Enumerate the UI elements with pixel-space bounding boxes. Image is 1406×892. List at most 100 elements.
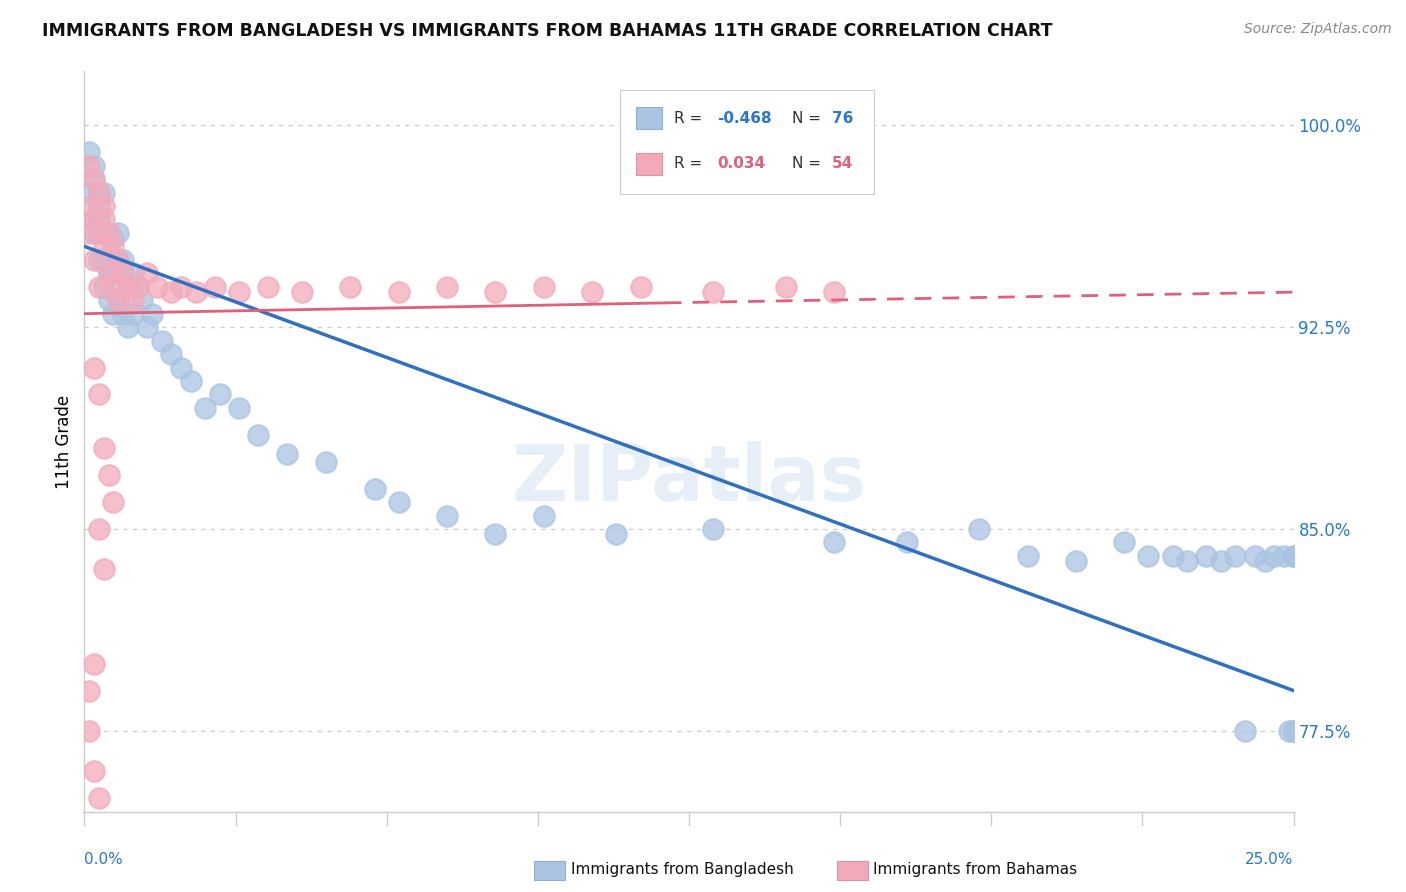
Point: [160, 285, 183, 299]
Point: [1282, 723, 1305, 738]
Point: [388, 495, 411, 509]
Point: [87, 186, 110, 200]
Text: Source: ZipAtlas.com: Source: ZipAtlas.com: [1244, 22, 1392, 37]
Point: [702, 522, 724, 536]
Point: [83, 172, 105, 186]
Text: 0.034: 0.034: [717, 156, 765, 171]
Point: [170, 360, 193, 375]
Point: [97, 266, 120, 280]
Point: [103, 266, 125, 280]
Point: [121, 307, 143, 321]
Point: [93, 186, 115, 200]
Point: [702, 285, 724, 299]
Point: [87, 791, 110, 805]
Point: [103, 279, 125, 293]
Point: [1272, 549, 1295, 563]
Point: [83, 212, 105, 227]
Point: [97, 266, 120, 280]
Point: [136, 266, 159, 280]
Point: [823, 285, 845, 299]
Point: [1137, 549, 1160, 563]
Point: [127, 279, 149, 293]
Point: [1282, 723, 1305, 738]
Point: [208, 387, 231, 401]
Point: [93, 818, 115, 832]
Point: [141, 307, 163, 321]
Point: [967, 522, 990, 536]
Point: [436, 279, 458, 293]
Text: Immigrants from Bahamas: Immigrants from Bahamas: [873, 863, 1077, 877]
Point: [117, 320, 139, 334]
Point: [533, 508, 555, 523]
Point: [97, 293, 120, 308]
Text: 0.0%: 0.0%: [84, 853, 124, 867]
Point: [77, 145, 100, 160]
Point: [291, 285, 314, 299]
Point: [146, 279, 169, 293]
Point: [150, 334, 173, 348]
Point: [630, 279, 652, 293]
Point: [83, 764, 105, 779]
Text: 76: 76: [831, 111, 853, 126]
Point: [107, 252, 129, 267]
Point: [103, 307, 125, 321]
Point: [103, 239, 125, 253]
Point: [107, 293, 129, 308]
Point: [107, 293, 129, 308]
Point: [1114, 535, 1136, 549]
Text: IMMIGRANTS FROM BANGLADESH VS IMMIGRANTS FROM BAHAMAS 11TH GRADE CORRELATION CHA: IMMIGRANTS FROM BANGLADESH VS IMMIGRANTS…: [42, 22, 1053, 40]
Text: N =: N =: [792, 156, 821, 171]
Point: [93, 252, 115, 267]
Point: [1234, 723, 1257, 738]
Point: [117, 279, 139, 293]
Point: [77, 199, 100, 213]
Point: [112, 307, 135, 321]
Point: [93, 279, 115, 293]
Point: [121, 293, 143, 308]
Point: [1225, 549, 1247, 563]
Point: [533, 279, 555, 293]
Point: [83, 172, 105, 186]
Point: [87, 522, 110, 536]
Text: Immigrants from Bangladesh: Immigrants from Bangladesh: [571, 863, 793, 877]
Point: [823, 535, 845, 549]
Point: [112, 266, 135, 280]
Point: [77, 723, 100, 738]
Point: [1282, 549, 1305, 563]
Point: [1253, 554, 1275, 568]
Point: [775, 279, 797, 293]
Point: [83, 159, 105, 173]
Point: [83, 252, 105, 267]
Text: -0.468: -0.468: [717, 111, 772, 126]
Bar: [636, 153, 662, 175]
Point: [121, 266, 143, 280]
Point: [87, 186, 110, 200]
Point: [1195, 549, 1218, 563]
Point: [1064, 554, 1087, 568]
Point: [339, 279, 361, 293]
Point: [1282, 549, 1305, 563]
Point: [87, 199, 110, 213]
Point: [1263, 549, 1285, 563]
Point: [87, 252, 110, 267]
Point: [228, 401, 250, 415]
Point: [1282, 723, 1305, 738]
Point: [484, 527, 506, 541]
Point: [103, 495, 125, 509]
Text: 54: 54: [831, 156, 853, 171]
Point: [228, 285, 250, 299]
Point: [97, 468, 120, 483]
Point: [1017, 549, 1039, 563]
Point: [160, 347, 183, 361]
Point: [315, 455, 337, 469]
Point: [180, 374, 202, 388]
Point: [388, 285, 411, 299]
Point: [97, 226, 120, 240]
Point: [605, 527, 627, 541]
Point: [93, 562, 115, 576]
Point: [83, 226, 105, 240]
Point: [112, 252, 135, 267]
Point: [103, 231, 125, 245]
Point: [117, 279, 139, 293]
Point: [257, 279, 280, 293]
